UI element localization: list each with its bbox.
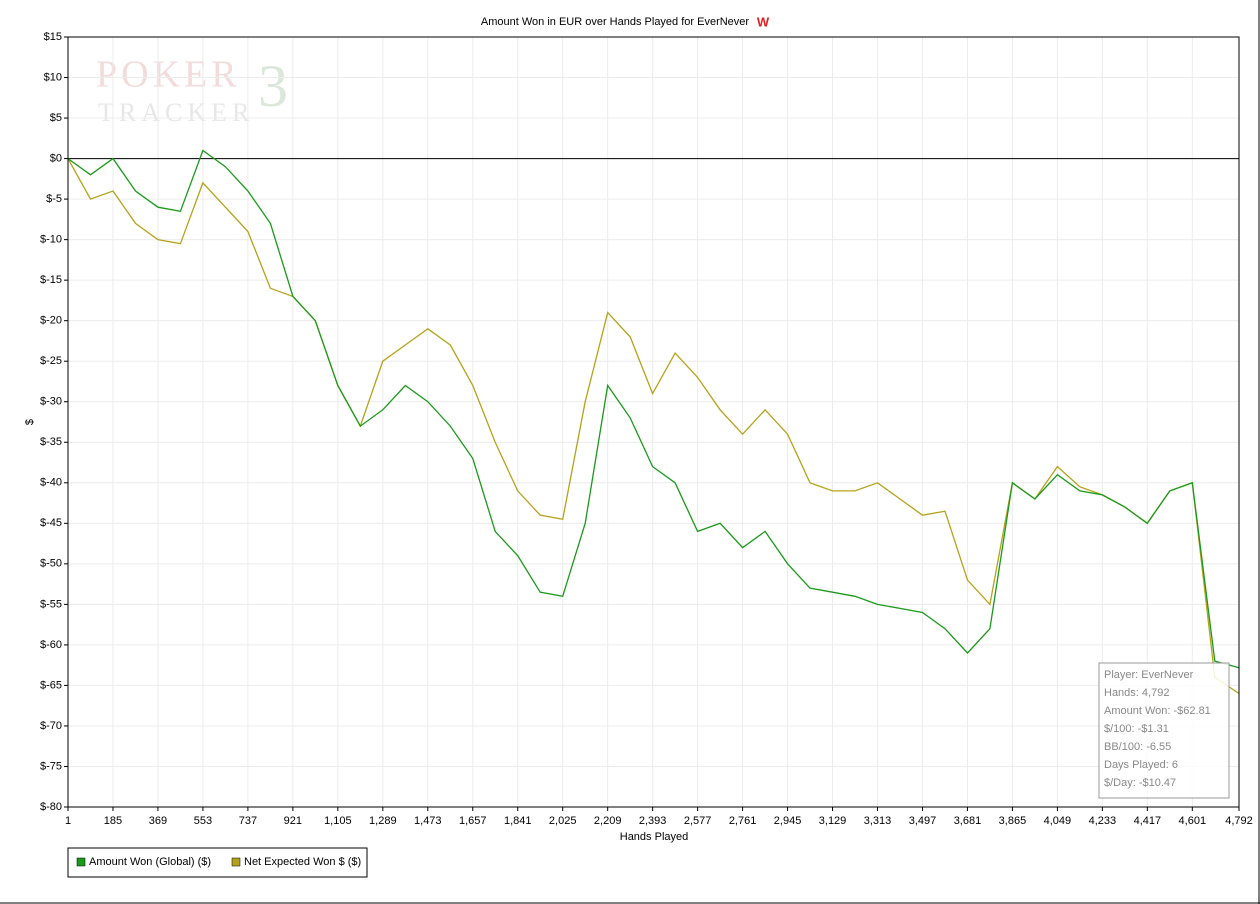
series-line: [67, 158, 1240, 695]
legend-swatch: [231, 857, 241, 867]
x-tick-label: 2,577: [684, 815, 712, 827]
x-tick-label: 2,393: [639, 815, 667, 827]
x-tick-label: 2,945: [774, 815, 802, 827]
series-line: [67, 149, 1240, 669]
x-tick-label: 2,025: [549, 815, 577, 827]
y-tick-label: $-40: [40, 477, 62, 489]
x-tick-label: 4,417: [1134, 815, 1162, 827]
y-tick-label: $-15: [40, 274, 62, 286]
legend-label: Net Expected Won $ ($): [244, 856, 361, 868]
x-tick-label: 4,792: [1225, 815, 1253, 827]
x-tick-label: 3,865: [999, 815, 1027, 827]
y-tick-label: $-75: [40, 760, 62, 772]
x-tick-label: 4,049: [1044, 815, 1072, 827]
info-line: $/100: -$1.31: [1104, 723, 1169, 735]
y-tick-label: $-30: [40, 396, 62, 408]
info-line: $/Day: -$10.47: [1104, 777, 1176, 789]
plot-frame: [67, 36, 1240, 808]
y-tick-label: $-50: [40, 558, 62, 570]
logo-text: POKER: [96, 54, 241, 96]
legend-swatch: [76, 857, 86, 867]
x-tick-label: 1: [65, 815, 71, 827]
info-line: Hands: 4,792: [1104, 687, 1169, 699]
info-box: Player: EverNever Hands: 4,792 Amount Won:…: [1098, 662, 1230, 799]
x-tick-label: 2,761: [729, 815, 757, 827]
x-tick-label: 1,289: [369, 815, 397, 827]
y-tick-label: $-45: [40, 517, 62, 529]
x-axis-label: Hands Played: [620, 831, 689, 843]
x-tick-label: 921: [284, 815, 302, 827]
y-tick-label: $15: [44, 31, 62, 43]
x-tick-label: 3,129: [819, 815, 847, 827]
info-line: Player: EverNever: [1104, 669, 1194, 681]
x-tick-label: 1,473: [414, 815, 442, 827]
y-tick-label: $-65: [40, 679, 62, 691]
y-tick-label: $10: [44, 71, 62, 83]
x-tick-label: 1,657: [459, 815, 487, 827]
logo: POKER TRACKER 3: [96, 53, 288, 127]
y-axis-label: $: [24, 419, 36, 425]
y-tick-label: $0: [50, 152, 62, 164]
x-tick-label: 4,233: [1089, 815, 1117, 827]
chart-title: Amount Won in EUR over Hands Played for …: [481, 16, 750, 28]
logo-text: TRACKER: [98, 98, 254, 127]
y-tick-label: $-60: [40, 639, 62, 651]
info-line: BB/100: -6.55: [1104, 741, 1171, 753]
x-tick-label: 2,209: [594, 815, 622, 827]
y-tick-label: $-35: [40, 436, 62, 448]
y-tick-label: $-25: [40, 355, 62, 367]
y-tick-label: $-80: [40, 801, 62, 813]
y-tick-label: $-20: [40, 315, 62, 327]
x-tick-label: 3,313: [864, 815, 892, 827]
y-tick-label: $-55: [40, 598, 62, 610]
x-tick-label: 3,497: [909, 815, 937, 827]
info-line: Days Played: 6: [1104, 759, 1178, 771]
y-tick-label: $-10: [40, 234, 62, 246]
x-tick-label: 369: [149, 815, 167, 827]
y-tick-label: $-5: [46, 193, 62, 205]
x-tick-label: 737: [239, 815, 257, 827]
info-box-frame: [1098, 662, 1230, 799]
legend: Amount Won (Global) ($) Net Expected Won …: [67, 847, 368, 878]
legend-label: Amount Won (Global) ($): [89, 856, 211, 868]
x-tick-label: 553: [194, 815, 212, 827]
y-tick-label: $-70: [40, 720, 62, 732]
x-tick-label: 3,681: [954, 815, 982, 827]
svg-text:W: W: [757, 14, 770, 29]
x-tick-label: 4,601: [1179, 815, 1207, 827]
legend-frame: [67, 847, 368, 878]
x-tick-label: 1,841: [504, 815, 532, 827]
title-icon: W: [757, 14, 770, 29]
x-tick-label: 185: [104, 815, 122, 827]
info-line: Amount Won: -$62.81: [1104, 705, 1211, 717]
x-tick-label: 1,105: [324, 815, 352, 827]
logo-text: 3: [258, 53, 288, 119]
y-tick-label: $5: [50, 112, 62, 124]
